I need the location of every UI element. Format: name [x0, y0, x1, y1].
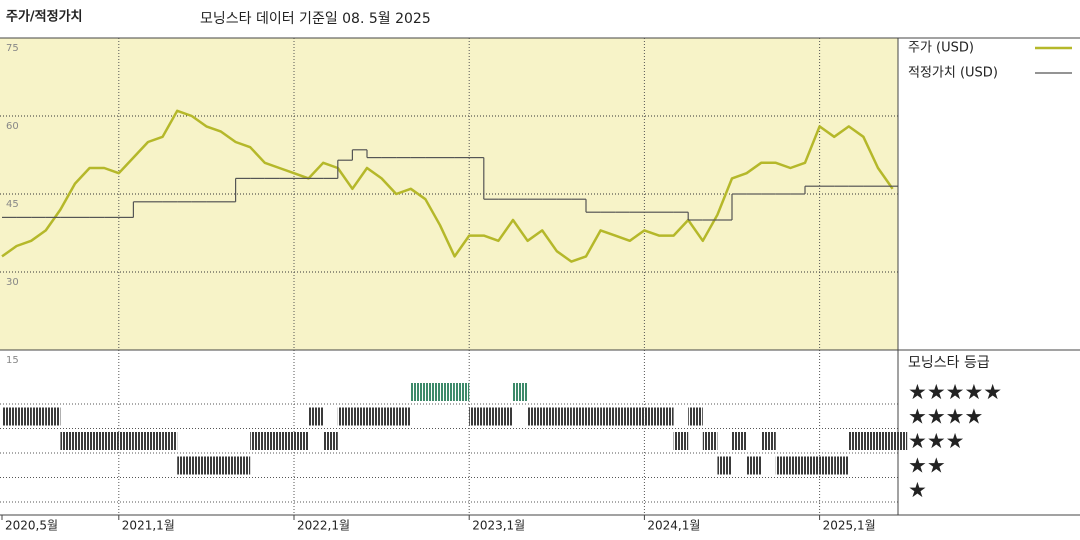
rating-bar [2, 407, 17, 426]
rating-bar [75, 432, 90, 450]
rating-bar [133, 432, 148, 450]
rating-bar [659, 407, 674, 426]
rating-title: 모닝스타 등급 [908, 355, 990, 371]
rating-label: ★★★★★ [908, 380, 1002, 404]
rating-bar [863, 432, 878, 450]
rating-bar [717, 456, 732, 475]
rating-bar [527, 407, 543, 426]
rating-bar [45, 407, 61, 426]
rating-bar [337, 407, 353, 426]
rating-bar [892, 432, 908, 450]
rating-bar [834, 456, 849, 475]
rating-bar [367, 407, 382, 426]
rating-bar [60, 432, 75, 450]
x-tick-label: 2024,1월 [647, 519, 700, 533]
y-tick-label: 45 [6, 199, 19, 210]
rating-label: ★ [908, 478, 927, 502]
rating-bar [89, 432, 105, 450]
price-line [1, 109, 894, 263]
y-tick-label: 15 [6, 355, 19, 366]
rating-bar [177, 456, 192, 475]
rating-bar [264, 432, 280, 450]
rating-bar [294, 432, 309, 450]
rating-bar [571, 407, 586, 426]
rating-bar [790, 456, 805, 475]
rating-label: ★★ [908, 454, 946, 478]
rating-bar [31, 407, 46, 426]
rating-bar [396, 407, 411, 426]
rating-bar [586, 407, 601, 426]
rating-bar [323, 432, 338, 450]
rating-bar [732, 432, 747, 450]
rating-bar [805, 456, 820, 475]
legend-label: 주가 (USD) [908, 41, 974, 56]
rating-bar [191, 456, 207, 475]
rating-bar [761, 432, 776, 450]
frame [0, 37, 1080, 516]
rating-bar [206, 456, 221, 475]
y-tick-label: 75 [6, 43, 19, 54]
x-tick-label: 2021,1월 [122, 519, 175, 533]
x-tick-label: 2023,1월 [472, 519, 525, 533]
y-tick-label: 60 [6, 121, 19, 132]
rating-bar [118, 432, 134, 450]
rating-bar [483, 407, 499, 426]
rating-bar [775, 456, 791, 475]
rating-label: ★★★ [908, 429, 964, 453]
rating-bar [688, 407, 703, 426]
rating-bar [454, 383, 470, 401]
rating-bar [469, 407, 484, 426]
rating-bar [440, 383, 455, 401]
rating-bar [16, 407, 32, 426]
rating-bar [498, 407, 513, 426]
rating-bar [162, 432, 178, 450]
x-tick-label: 2025,1월 [823, 519, 876, 533]
rating-bar [848, 432, 864, 450]
rating-bar [629, 407, 645, 426]
rating-bar [702, 432, 718, 450]
rating-bar [381, 407, 397, 426]
rating-bar [556, 407, 572, 426]
rating-bar [819, 456, 835, 475]
rating-bar [250, 432, 265, 450]
rating-bar [615, 407, 630, 426]
rating-bar [746, 456, 762, 475]
marks: 15 30 45 60 75 2020,5월 2021,1월 2022,1월 2023,1월 20… [0, 38, 1072, 533]
rating-bar [221, 456, 236, 475]
rating-bar [308, 407, 324, 426]
rating-bar [410, 383, 426, 401]
rating-bar [542, 407, 557, 426]
rating-bar [600, 407, 616, 426]
legend-label: 적정가치 (USD) [908, 66, 998, 81]
rating-label: ★★★★ [908, 405, 983, 429]
chart-title: 주가/적정가치 [6, 9, 83, 25]
rating-bar [644, 407, 659, 426]
y-tick-label: 30 [6, 277, 19, 288]
x-tick-label: 2020,5월 [5, 519, 58, 533]
rating-bar [104, 432, 119, 450]
x-tick-label: 2022,1월 [297, 519, 350, 533]
rating-bar [148, 432, 163, 450]
rating-bar [235, 456, 251, 475]
rating-bar [425, 383, 440, 401]
chart-subtitle: 모닝스타 데이터 기준일 08. 5월 2025 [200, 11, 431, 27]
rating-bar [352, 407, 367, 426]
rating-bar [878, 432, 893, 450]
rating-bar [279, 432, 294, 450]
rating-bar [513, 383, 528, 401]
rating-bar [673, 432, 689, 450]
